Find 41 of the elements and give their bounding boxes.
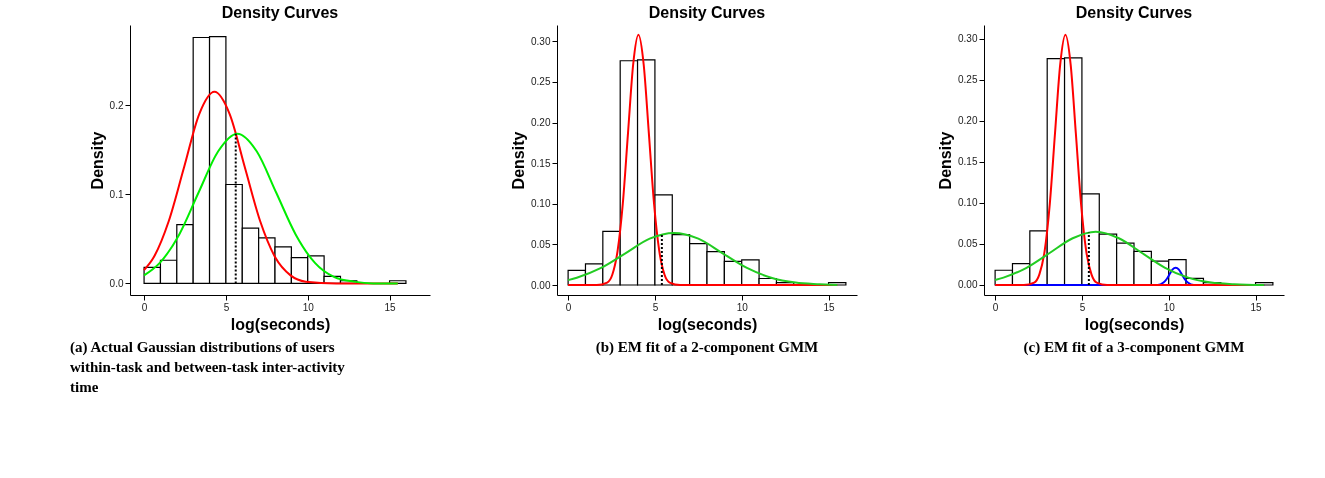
y-tick-label: 0.25 — [958, 74, 978, 86]
y-tick-label: 0.30 — [958, 33, 978, 45]
x-tick-label: 10 — [1163, 301, 1176, 313]
x-tick-label: 0 — [992, 301, 999, 313]
x-tick-label: 15 — [384, 301, 397, 313]
x-tick-label: 15 — [1250, 301, 1263, 313]
y-tick-label: 0.30 — [531, 35, 551, 47]
x-tick-label: 5 — [1079, 301, 1086, 313]
y-tick-label: 0.00 — [531, 279, 551, 291]
text: (b) EM fit of a 2-component GMM — [595, 339, 819, 356]
text: (a) Actual Gaussian distributions of users within-task and between-task inter-activity time — [70, 339, 346, 395]
y-tick-label: 0.05 — [958, 238, 978, 250]
y-tick-label: 0.20 — [531, 117, 551, 128]
x-tick-label: 0 — [141, 301, 148, 313]
x-tick-label: 5 — [223, 301, 230, 313]
x-tick-label: 10 — [302, 301, 315, 313]
x-tick-label: 15 — [823, 301, 836, 313]
x-axis-title: log(seconds) — [1084, 315, 1185, 333]
y-tick-label: 0.1 — [109, 188, 124, 200]
chart-title: Density Curves — [1075, 4, 1193, 21]
x-tick-label: 10 — [736, 301, 749, 313]
x-tick-label: 0 — [565, 301, 572, 313]
y-tick-label: 0.20 — [958, 115, 978, 127]
y-tick-label: 0.2 — [109, 99, 124, 111]
chart-title: Density Curves — [648, 4, 766, 21]
x-tick-label: 5 — [652, 301, 659, 313]
y-tick-label: 0.0 — [109, 277, 124, 289]
x-axis-title: log(seconds) — [230, 315, 331, 333]
y-tick-label: 0.00 — [958, 279, 978, 291]
text: (c) EM fit of a 3-component GMM — [1023, 339, 1245, 356]
x-axis-title: log(seconds) — [657, 315, 758, 333]
y-tick-label: 0.10 — [531, 198, 551, 210]
y-axis-title: Density — [937, 131, 955, 190]
y-tick-label: 0.05 — [531, 238, 551, 250]
chart-title: Density Curves — [221, 4, 339, 21]
y-axis-title: Density — [88, 131, 106, 190]
y-tick-label: 0.15 — [958, 156, 978, 168]
y-tick-label: 0.25 — [531, 76, 551, 88]
y-axis-title: Density — [510, 131, 528, 190]
y-tick-label: 0.15 — [531, 157, 551, 169]
y-tick-label: 0.10 — [958, 197, 978, 209]
